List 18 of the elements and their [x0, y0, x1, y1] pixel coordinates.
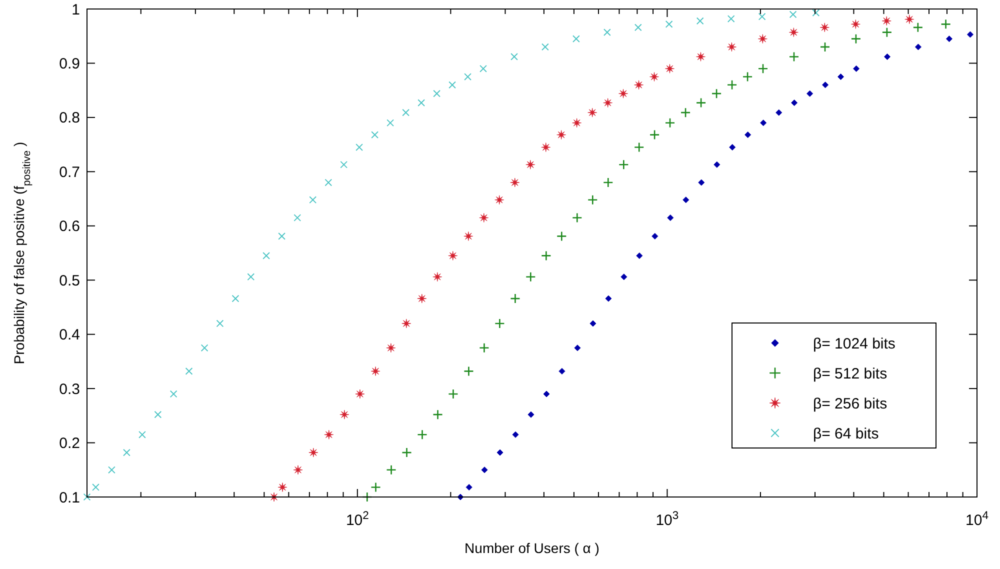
x-tick-label: 10$^{2}$ — [346, 510, 369, 529]
y-tick-label: 0.5 — [59, 272, 80, 290]
y-tick-label: 1 — [72, 1, 80, 18]
y-tick-label: 0.9 — [59, 55, 80, 72]
y-tick-label: 0.1 — [59, 489, 80, 506]
y-tick-label: 0.2 — [59, 435, 80, 452]
y-tick-label: 0.4 — [59, 326, 80, 344]
legend-label: β= 1024 bits — [813, 335, 896, 352]
x-tick-label: 10$^{3}$ — [656, 510, 679, 529]
legend-label: β= 64 bits — [813, 425, 879, 442]
x-axis-title: Number of Users ( α ) — [464, 540, 600, 556]
y-tick-label: 0.8 — [59, 110, 80, 127]
x-tick-label: 10$^{4}$ — [966, 510, 988, 529]
y-tick-label: 0.7 — [59, 164, 80, 181]
y-tick-label: 0.3 — [59, 380, 80, 398]
legend-label: β= 256 bits — [813, 395, 888, 412]
y-tick-label: 0.6 — [59, 218, 80, 236]
legend-label: β= 512 bits — [813, 365, 888, 382]
